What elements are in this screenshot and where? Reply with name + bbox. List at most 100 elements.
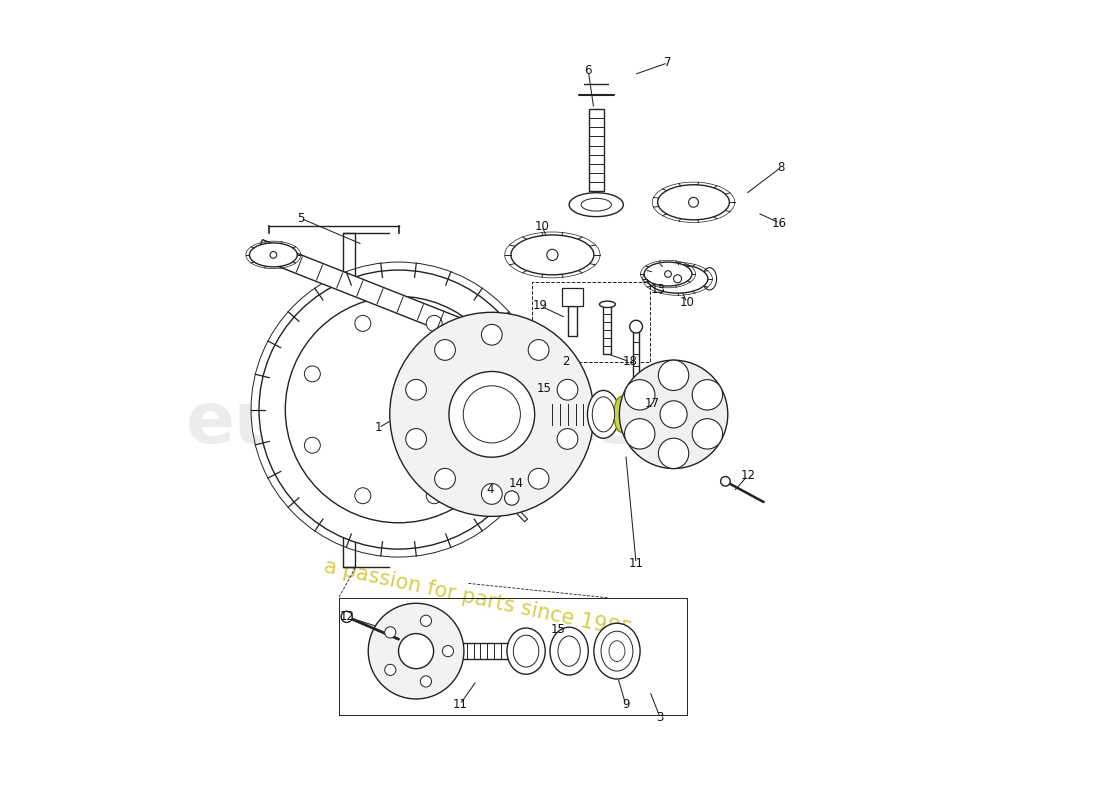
Circle shape	[406, 429, 427, 450]
Circle shape	[692, 380, 723, 410]
Polygon shape	[629, 404, 666, 424]
Ellipse shape	[627, 399, 644, 430]
Ellipse shape	[592, 397, 615, 432]
Circle shape	[482, 324, 503, 345]
Ellipse shape	[558, 636, 581, 666]
Text: 13: 13	[650, 283, 666, 297]
Circle shape	[385, 627, 396, 638]
Ellipse shape	[550, 627, 588, 675]
Circle shape	[528, 339, 549, 360]
Polygon shape	[543, 402, 631, 426]
Circle shape	[463, 386, 520, 443]
Ellipse shape	[510, 235, 594, 275]
Text: 4: 4	[486, 482, 494, 496]
Circle shape	[720, 477, 730, 486]
Bar	[562, 288, 583, 306]
Text: 15: 15	[550, 623, 565, 636]
Circle shape	[420, 615, 431, 626]
Polygon shape	[588, 109, 604, 191]
Ellipse shape	[507, 628, 546, 674]
Ellipse shape	[250, 243, 297, 267]
Text: 16: 16	[772, 217, 788, 230]
Circle shape	[368, 603, 464, 699]
Text: 12: 12	[740, 470, 756, 482]
Text: 12: 12	[339, 610, 354, 623]
Circle shape	[528, 468, 549, 489]
Ellipse shape	[569, 193, 624, 217]
Circle shape	[557, 379, 578, 400]
Circle shape	[673, 275, 682, 283]
Text: 11: 11	[628, 557, 643, 570]
Text: 19: 19	[532, 299, 548, 313]
Ellipse shape	[594, 623, 640, 679]
Circle shape	[341, 611, 352, 622]
Circle shape	[476, 438, 493, 454]
Text: 7: 7	[664, 56, 672, 70]
Ellipse shape	[658, 185, 729, 220]
Circle shape	[476, 366, 493, 382]
Polygon shape	[255, 240, 464, 337]
Polygon shape	[460, 643, 508, 659]
Text: 6: 6	[584, 64, 592, 78]
Circle shape	[355, 488, 371, 504]
Polygon shape	[604, 306, 612, 354]
Circle shape	[305, 366, 320, 382]
Ellipse shape	[645, 262, 692, 286]
Text: 18: 18	[623, 355, 637, 368]
Circle shape	[427, 315, 442, 331]
Circle shape	[619, 360, 728, 469]
Polygon shape	[568, 306, 576, 336]
Ellipse shape	[614, 397, 629, 432]
Text: eurospares: eurospares	[186, 390, 642, 458]
Circle shape	[625, 418, 654, 449]
Text: 9: 9	[621, 698, 629, 711]
Ellipse shape	[647, 265, 708, 293]
Ellipse shape	[514, 635, 539, 667]
Circle shape	[427, 488, 442, 504]
Text: 5: 5	[297, 212, 305, 225]
Circle shape	[389, 312, 594, 516]
Circle shape	[449, 371, 535, 458]
Ellipse shape	[581, 198, 612, 211]
Bar	[343, 233, 355, 567]
Ellipse shape	[702, 268, 716, 290]
Text: 10: 10	[535, 220, 550, 233]
Circle shape	[629, 320, 642, 333]
Text: 14: 14	[509, 478, 524, 490]
Circle shape	[434, 468, 455, 489]
Ellipse shape	[587, 390, 619, 438]
Circle shape	[406, 379, 427, 400]
Text: 8: 8	[778, 161, 785, 174]
Circle shape	[442, 646, 453, 657]
Circle shape	[285, 296, 512, 522]
Text: a passion for parts since 1985: a passion for parts since 1985	[322, 557, 635, 642]
Text: 3: 3	[657, 710, 663, 724]
Text: 15: 15	[536, 382, 551, 394]
Circle shape	[505, 491, 519, 506]
Text: 10: 10	[680, 296, 694, 310]
Ellipse shape	[601, 631, 632, 671]
Circle shape	[482, 483, 503, 504]
Circle shape	[692, 418, 723, 449]
Text: 11: 11	[452, 698, 468, 711]
Circle shape	[664, 270, 671, 278]
Circle shape	[355, 315, 371, 331]
Circle shape	[270, 251, 277, 258]
Text: 1: 1	[375, 422, 383, 434]
Text: 17: 17	[645, 398, 660, 410]
Circle shape	[659, 360, 689, 390]
Circle shape	[420, 676, 431, 687]
Circle shape	[557, 429, 578, 450]
Ellipse shape	[609, 641, 625, 662]
Circle shape	[659, 438, 689, 469]
Circle shape	[434, 339, 455, 360]
Circle shape	[547, 250, 558, 261]
Circle shape	[258, 270, 538, 549]
Polygon shape	[510, 504, 528, 522]
Circle shape	[660, 401, 688, 428]
Text: 2: 2	[562, 355, 570, 368]
Circle shape	[689, 198, 698, 207]
Polygon shape	[632, 330, 639, 390]
Circle shape	[398, 634, 433, 669]
Circle shape	[625, 380, 654, 410]
